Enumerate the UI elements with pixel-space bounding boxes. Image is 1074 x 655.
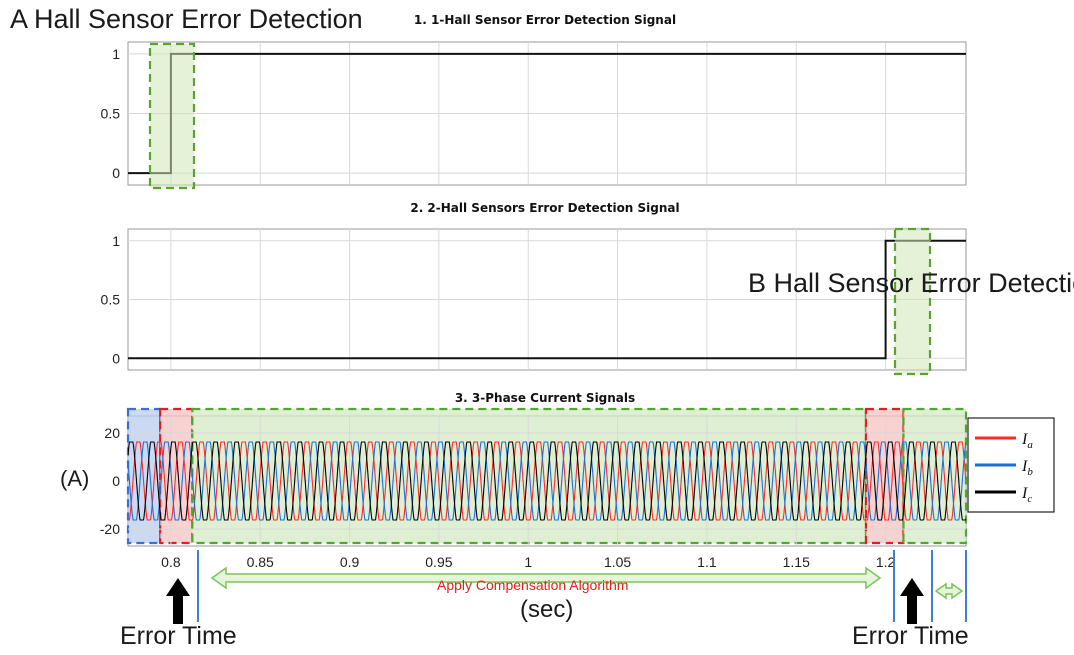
x-tick-label: 0.85 <box>247 554 274 570</box>
error-time-label-1: Error Time <box>120 622 237 650</box>
y-tick-label: 0 <box>112 473 120 489</box>
time-span-markers <box>197 550 967 622</box>
series-line-Ia <box>128 441 966 521</box>
x-tick-label: 1.15 <box>783 554 810 570</box>
panel-3-xticks: 0.8 0.85 0.9 0.95 1 1.05 1.1 1.15 1.2 <box>161 554 895 570</box>
unit-amp-label: (A) <box>60 466 90 491</box>
y-tick-label: 0 <box>112 165 120 181</box>
x-tick-label: 0.95 <box>425 554 452 570</box>
x-tick-label: 0.9 <box>340 554 360 570</box>
y-tick-label: -20 <box>100 521 120 537</box>
x-tick-label: 1 <box>524 554 532 570</box>
panel-1-hall-error: 1. 1-Hall Sensor Error Detection Signal … <box>101 13 967 186</box>
x-tick-label: 0.8 <box>161 554 181 570</box>
highlight-region-red <box>159 407 194 545</box>
legend-label-a: Ia <box>1021 431 1033 451</box>
a-detect-box <box>148 42 196 190</box>
legend-label-b: Ib <box>1021 458 1033 478</box>
x-tick-label: 1.2 <box>876 554 896 570</box>
panel-3-yticks: -20 0 20 <box>100 425 120 537</box>
panel-2-hall-error: 2. 2-Hall Sensors Error Detection Signal… <box>101 201 967 371</box>
y-tick-label: 1 <box>112 46 120 62</box>
series-line-Ic <box>128 441 966 521</box>
y-tick-label: 0.5 <box>101 106 121 122</box>
panel-1-title: 1. 1-Hall Sensor Error Detection Signal <box>414 13 676 27</box>
series-line-Ib <box>128 441 966 521</box>
x-tick-label: 1.1 <box>697 554 717 570</box>
legend-items: Ia Ib Ic <box>975 431 1033 505</box>
error-time-label-2: Error Time <box>852 622 969 650</box>
error-time-arrow-1 <box>166 578 190 624</box>
panel-3-grid <box>128 416 966 546</box>
a-detect-label: A Hall Sensor Error Detection <box>10 4 363 34</box>
y-tick-label: 0 <box>112 350 120 366</box>
panel-1-yticks: 00.51 <box>101 46 121 181</box>
b-detect-label: B Hall Sensor Error Detection <box>748 268 1074 298</box>
panel-2-yticks: 00.51 <box>101 233 121 367</box>
legend-label-c: Ic <box>1021 485 1032 505</box>
panel-3-highlight-regions <box>126 407 968 545</box>
compensation-span-arrow <box>210 566 882 590</box>
panel-3-series <box>128 441 966 521</box>
post-error-span-arrow <box>934 582 964 600</box>
legend-box: Ia Ib Ic <box>967 417 1055 513</box>
x-tick-label: 1.05 <box>604 554 631 570</box>
error-time-arrow-2 <box>900 578 924 624</box>
y-tick-label: 20 <box>104 425 120 441</box>
panel-3-title: 3. 3-Phase Current Signals <box>455 391 635 405</box>
b-detect-box <box>893 227 932 376</box>
apply-compensation-label: Apply Compensation Algorithm <box>437 577 629 593</box>
panel-2-title: 2. 2-Hall Sensors Error Detection Signal <box>410 201 679 215</box>
unit-sec-label: (sec) <box>520 596 574 623</box>
y-tick-label: 1 <box>112 233 120 249</box>
y-tick-label: 0.5 <box>101 292 121 308</box>
highlight-region-green <box>191 407 868 545</box>
